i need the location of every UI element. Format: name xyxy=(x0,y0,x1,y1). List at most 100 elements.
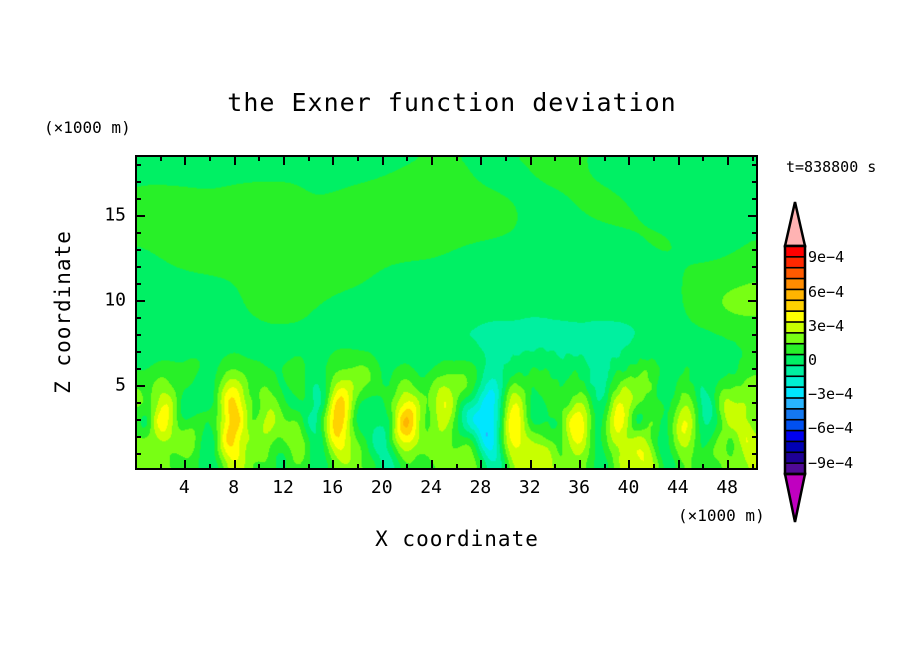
y-minor-tick xyxy=(136,266,141,268)
x-major-tick xyxy=(628,460,630,469)
x-minor-tick-top xyxy=(456,156,458,161)
y-minor-tick xyxy=(136,283,141,285)
y-minor-tick xyxy=(136,402,141,404)
colorbar-band xyxy=(784,299,806,313)
colorbar-band xyxy=(784,332,806,345)
y-major-tick xyxy=(136,215,145,217)
x-minor-tick xyxy=(505,464,507,469)
colorbar-band xyxy=(784,408,806,421)
x-tick-label: 8 xyxy=(228,477,240,498)
colorbar-tick-label: −3e−4 xyxy=(808,385,854,404)
x-minor-tick xyxy=(308,464,310,469)
x-tick-label: 16 xyxy=(321,477,344,498)
y-minor-tick xyxy=(136,436,141,438)
y-major-tick xyxy=(136,300,145,302)
x-major-tick xyxy=(727,460,729,469)
y-axis-unit-label: (×1000 m) xyxy=(44,118,131,137)
x-minor-tick-top xyxy=(505,156,507,161)
colorbar-band xyxy=(784,386,806,400)
x-major-tick xyxy=(332,460,334,469)
y-minor-tick-right xyxy=(752,232,757,234)
x-axis-title: X coordinate xyxy=(375,527,539,551)
y-minor-tick xyxy=(136,249,141,251)
x-tick-label: 48 xyxy=(716,477,738,498)
colorbar-under-arrow xyxy=(783,472,807,523)
y-minor-tick-right xyxy=(752,198,757,200)
y-minor-tick xyxy=(136,181,141,183)
x-major-tick xyxy=(579,460,581,469)
x-major-tick-top xyxy=(283,156,285,165)
colorbar-band xyxy=(784,429,806,443)
x-tick-label: 36 xyxy=(568,477,590,498)
y-minor-tick xyxy=(136,317,141,319)
x-minor-tick xyxy=(604,464,606,469)
x-major-tick xyxy=(530,460,532,469)
x-tick-label: 4 xyxy=(178,477,190,498)
y-minor-tick-right xyxy=(752,351,757,353)
x-minor-tick-top xyxy=(702,156,704,161)
x-minor-tick-top xyxy=(357,156,359,161)
colorbar-band xyxy=(784,397,806,411)
x-minor-tick xyxy=(357,464,359,469)
y-minor-tick-right xyxy=(752,402,757,404)
x-tick-label: 12 xyxy=(272,477,294,498)
y-minor-tick-right xyxy=(752,249,757,251)
x-minor-tick xyxy=(653,464,655,469)
x-tick-label: 32 xyxy=(518,477,541,498)
colorbar-tick-label: −6e−4 xyxy=(808,419,854,438)
y-minor-tick-right xyxy=(752,266,757,268)
colorbar-band xyxy=(784,353,806,367)
x-major-tick-top xyxy=(727,156,729,165)
y-minor-tick xyxy=(136,164,141,166)
x-minor-tick xyxy=(456,464,458,469)
x-major-tick-top xyxy=(628,156,630,165)
contour-field xyxy=(137,157,756,468)
x-tick-label: 24 xyxy=(420,477,442,498)
x-minor-tick-top xyxy=(653,156,655,161)
y-major-tick-right xyxy=(748,300,757,302)
y-tick-label: 10 xyxy=(104,289,126,311)
colorbar-tick-label: 6e−4 xyxy=(808,282,845,301)
colorbar-band xyxy=(784,342,806,356)
y-major-tick xyxy=(136,385,145,387)
page-title: the Exner function deviation xyxy=(227,88,677,117)
x-minor-tick xyxy=(752,464,754,469)
y-minor-tick xyxy=(136,453,141,455)
colorbar-band xyxy=(784,440,806,454)
x-major-tick-top xyxy=(382,156,384,165)
colorbar-band xyxy=(784,310,806,324)
y-minor-tick xyxy=(136,368,141,370)
colorbar-band xyxy=(784,277,806,291)
colorbar-band xyxy=(784,364,806,378)
y-axis-title: Z coordinate xyxy=(51,230,75,394)
y-minor-tick-right xyxy=(752,317,757,319)
x-axis-unit-label: (×1000 m) xyxy=(678,506,765,525)
x-minor-tick-top xyxy=(406,156,408,161)
x-major-tick-top xyxy=(530,156,532,165)
x-major-tick-top xyxy=(234,156,236,165)
colorbar-band xyxy=(784,245,806,259)
x-minor-tick xyxy=(160,464,162,469)
colorbar-over-arrow xyxy=(783,201,807,248)
colorbar-swatches xyxy=(783,201,807,523)
x-minor-tick-top xyxy=(308,156,310,161)
y-minor-tick-right xyxy=(752,181,757,183)
x-major-tick xyxy=(678,460,680,469)
colorbar-band xyxy=(784,266,806,280)
x-minor-tick xyxy=(406,464,408,469)
colorbar-tick-label: −9e−4 xyxy=(808,453,854,472)
y-tick-label: 5 xyxy=(115,374,126,396)
timestamp-annotation: t=838800 s xyxy=(786,158,877,176)
y-minor-tick xyxy=(136,334,141,336)
colorbar-band xyxy=(784,451,806,465)
y-minor-tick-right xyxy=(752,283,757,285)
colorbar-band xyxy=(784,288,806,302)
y-minor-tick xyxy=(136,198,141,200)
y-minor-tick-right xyxy=(752,436,757,438)
y-minor-tick-right xyxy=(752,334,757,336)
colorbar-tick-label: 3e−4 xyxy=(808,316,845,335)
y-minor-tick xyxy=(136,351,141,353)
x-major-tick xyxy=(431,460,433,469)
contour-plot-area xyxy=(135,155,758,470)
colorbar-outline xyxy=(783,244,807,476)
